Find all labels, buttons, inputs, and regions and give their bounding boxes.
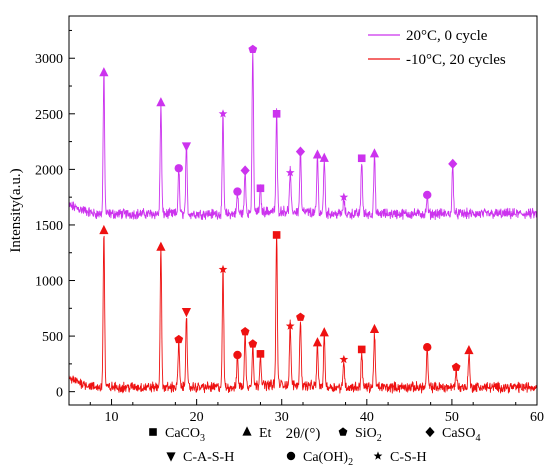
phase-legend-symbol-triangle-down <box>166 452 176 462</box>
phase-legend: CaCO3 Et SiO2 CaSO4 C-A-S-H Ca(OH)2 C-S-H <box>149 426 480 468</box>
peak-marker-star <box>285 168 295 177</box>
peak-marker-diamond <box>448 158 458 169</box>
y-tick-label: 3000 <box>35 52 63 67</box>
peak-marker-triangle-up <box>312 337 323 347</box>
peak-marker-triangle-up <box>99 67 109 77</box>
legend-label-0: 20°C, 0 cycle <box>406 28 488 44</box>
phase-legend-label: CaCO3 <box>165 426 205 444</box>
y-tick-label: 500 <box>42 330 63 345</box>
phase-legend-label: CaSO4 <box>442 426 480 444</box>
peak-marker-square <box>256 184 265 193</box>
marker-layer <box>99 44 474 371</box>
phase-legend-symbol-triangle-up <box>242 426 252 436</box>
phase-legend-label: C-A-S-H <box>183 450 234 465</box>
peak-marker-triangle-down <box>181 142 192 152</box>
y-tick-label: 1500 <box>35 219 63 234</box>
x-tick-label: 50 <box>445 410 459 425</box>
peak-marker-square <box>256 350 265 358</box>
peak-marker-square <box>272 110 281 118</box>
y-tick-label: 2000 <box>35 163 63 178</box>
x-tick-label: 10 <box>105 410 119 425</box>
peak-marker-pentagon <box>174 334 184 344</box>
y-tick-label: 0 <box>56 386 63 401</box>
peak-marker-square <box>272 231 281 239</box>
peak-marker-star <box>285 321 295 330</box>
peak-marker-triangle-up <box>312 149 323 159</box>
phase-legend-label: C-S-H <box>390 450 427 465</box>
peak-marker-triangle-up <box>319 152 329 162</box>
peak-marker-diamond <box>240 165 250 176</box>
series-layer <box>69 50 537 394</box>
axis-layer: 10 20 30 40 50 60 0 500 1000 1500 2000 2500 3000 <box>35 29 544 425</box>
peak-marker-pentagon <box>248 44 258 54</box>
peak-marker-star <box>218 264 228 274</box>
phase-legend-symbol-circle <box>286 451 296 461</box>
peak-marker-circle <box>233 350 242 360</box>
peak-marker-circle <box>423 190 432 200</box>
phase-legend-symbol-pentagon <box>338 427 348 436</box>
peak-marker-star <box>339 354 349 364</box>
phase-legend-label: Et <box>259 426 272 441</box>
x-tick-label: 30 <box>275 410 289 425</box>
peak-marker-star <box>339 192 349 201</box>
series-line-0 <box>69 50 537 221</box>
y-axis-label: Intensity(a.u.) <box>8 168 24 252</box>
peak-marker-circle <box>233 187 242 196</box>
phase-legend-symbol-star <box>373 451 383 460</box>
peak-marker-star <box>218 109 228 118</box>
peak-marker-triangle-up <box>99 224 109 235</box>
peak-marker-triangle-up <box>369 323 380 334</box>
peak-marker-triangle-up <box>156 241 166 251</box>
legend-label-1: -10°C, 20 cycles <box>406 52 506 68</box>
series-legend: 20°C, 0 cycle -10°C, 20 cycles <box>368 28 506 68</box>
y-tick-label: 2500 <box>35 108 63 123</box>
peak-marker-triangle-up <box>464 344 474 355</box>
phase-legend-symbol-diamond <box>425 426 435 438</box>
x-tick-label: 60 <box>530 410 544 425</box>
series-line-1 <box>69 232 537 394</box>
peak-marker-circle <box>423 343 432 352</box>
phase-legend-symbol-square <box>149 428 157 436</box>
peak-marker-pentagon <box>240 327 250 336</box>
x-axis-label: 2θ/(°) <box>286 426 321 442</box>
peak-marker-square <box>357 345 366 354</box>
peak-marker-circle <box>174 164 183 173</box>
peak-marker-triangle-down <box>181 308 192 318</box>
y-tick-label: 1000 <box>35 275 63 290</box>
x-tick-label: 20 <box>190 410 204 425</box>
peak-marker-pentagon <box>296 312 305 321</box>
peak-marker-pentagon <box>451 362 461 371</box>
peak-marker-triangle-up <box>156 97 166 107</box>
peak-marker-triangle-up <box>319 327 329 337</box>
phase-legend-label: Ca(OH)2 <box>303 450 353 468</box>
x-tick-label: 40 <box>360 410 374 425</box>
phase-legend-label: SiO2 <box>355 426 382 444</box>
peak-marker-diamond <box>295 146 306 157</box>
peak-marker-square <box>357 154 366 163</box>
peak-marker-pentagon <box>248 339 258 348</box>
peak-marker-triangle-up <box>369 148 380 158</box>
